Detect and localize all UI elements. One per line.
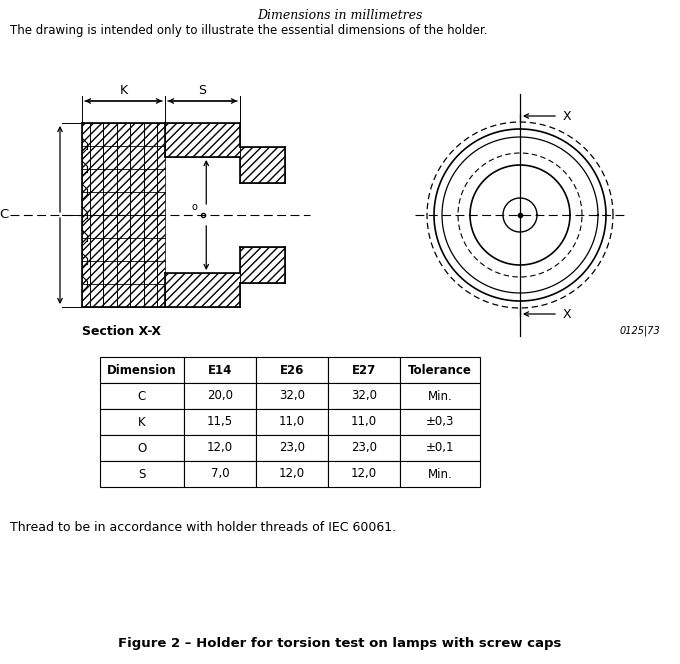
Text: E14: E14 xyxy=(208,363,232,376)
Text: 32,0: 32,0 xyxy=(351,390,377,402)
Text: Dimensions in millimetres: Dimensions in millimetres xyxy=(257,9,423,22)
Text: S: S xyxy=(138,467,146,481)
Bar xyxy=(184,357,256,383)
Text: K: K xyxy=(120,84,128,97)
Text: X: X xyxy=(563,110,572,122)
Bar xyxy=(400,409,480,435)
Bar xyxy=(400,383,480,409)
Text: 11,5: 11,5 xyxy=(207,416,233,428)
Text: Dimension: Dimension xyxy=(107,363,177,376)
Bar xyxy=(184,409,256,435)
Text: ±0,3: ±0,3 xyxy=(426,416,454,428)
Text: S: S xyxy=(199,84,207,97)
Bar xyxy=(256,357,328,383)
Bar xyxy=(328,435,400,461)
Bar xyxy=(256,409,328,435)
Bar xyxy=(256,383,328,409)
Bar xyxy=(256,435,328,461)
Bar xyxy=(328,461,400,487)
Bar xyxy=(100,435,184,461)
Bar xyxy=(240,147,285,183)
Bar xyxy=(400,435,480,461)
Bar xyxy=(400,357,480,383)
Bar xyxy=(100,461,184,487)
Text: 20,0: 20,0 xyxy=(207,390,233,402)
Text: Figure 2 – Holder for torsion test on lamps with screw caps: Figure 2 – Holder for torsion test on la… xyxy=(118,637,562,650)
Text: C: C xyxy=(0,208,8,222)
Text: Min.: Min. xyxy=(428,390,452,402)
Text: 23,0: 23,0 xyxy=(351,442,377,454)
Text: Tolerance: Tolerance xyxy=(408,363,472,376)
Text: 32,0: 32,0 xyxy=(279,390,305,402)
Text: ±0,1: ±0,1 xyxy=(426,442,454,454)
Text: Thread to be in accordance with holder threads of IEC 60061.: Thread to be in accordance with holder t… xyxy=(10,521,396,534)
Bar xyxy=(82,123,165,307)
Bar xyxy=(184,435,256,461)
Text: 11,0: 11,0 xyxy=(279,416,305,428)
Bar xyxy=(328,357,400,383)
Text: 7,0: 7,0 xyxy=(211,467,229,481)
Bar xyxy=(165,123,240,157)
Text: X: X xyxy=(563,307,572,321)
Bar xyxy=(184,383,256,409)
Bar xyxy=(256,461,328,487)
Text: 0125|73: 0125|73 xyxy=(619,325,660,335)
Text: 11,0: 11,0 xyxy=(351,416,377,428)
Bar xyxy=(400,461,480,487)
Text: E27: E27 xyxy=(352,363,376,376)
Bar xyxy=(165,273,240,307)
Text: Min.: Min. xyxy=(428,467,452,481)
Bar xyxy=(100,409,184,435)
Bar xyxy=(100,357,184,383)
Text: 23,0: 23,0 xyxy=(279,442,305,454)
Text: Section X-X: Section X-X xyxy=(82,325,161,338)
Text: E26: E26 xyxy=(279,363,304,376)
Text: o: o xyxy=(192,202,197,212)
Bar xyxy=(328,383,400,409)
Text: 12,0: 12,0 xyxy=(207,442,233,454)
Bar xyxy=(100,383,184,409)
Text: C: C xyxy=(138,390,146,402)
Bar xyxy=(184,461,256,487)
Text: The drawing is intended only to illustrate the essential dimensions of the holde: The drawing is intended only to illustra… xyxy=(10,24,488,37)
Text: 12,0: 12,0 xyxy=(279,467,305,481)
Bar xyxy=(240,247,285,283)
Text: O: O xyxy=(137,442,147,454)
Bar xyxy=(328,409,400,435)
Text: K: K xyxy=(138,416,146,428)
Text: 12,0: 12,0 xyxy=(351,467,377,481)
